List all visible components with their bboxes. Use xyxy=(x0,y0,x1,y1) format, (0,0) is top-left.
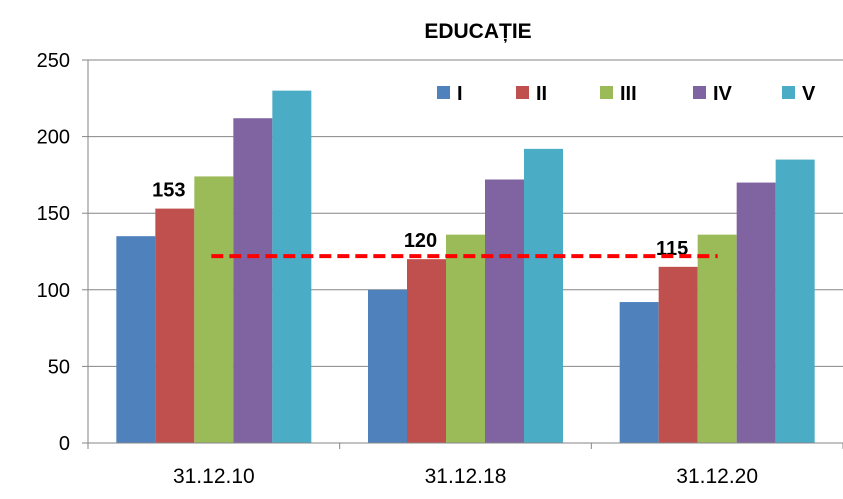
bar-ii-31.12.10 xyxy=(155,208,195,443)
chart-title: EDUCAȚIE xyxy=(424,20,531,43)
bar-i-31.12.10 xyxy=(116,236,156,443)
legend-label-iv: IV xyxy=(713,83,733,105)
x-tick-label: 31.12.20 xyxy=(676,465,758,488)
legend-swatch-v xyxy=(782,86,795,99)
data-label: 120 xyxy=(404,230,437,252)
legend-label-v: V xyxy=(802,83,816,105)
legend-swatch-iv xyxy=(693,86,706,99)
y-tick-label: 250 xyxy=(37,50,70,72)
legend-label-ii: II xyxy=(536,83,547,105)
bar-v-31.12.20 xyxy=(775,159,815,443)
bar-ii-31.12.20 xyxy=(658,266,698,443)
bar-iii-31.12.20 xyxy=(697,234,737,443)
bar-iii-31.12.10 xyxy=(194,176,234,443)
bar-v-31.12.18 xyxy=(524,148,563,443)
legend-swatch-ii xyxy=(516,86,529,99)
y-tick-label: 200 xyxy=(37,127,70,149)
bar-iv-31.12.18 xyxy=(485,179,524,443)
bar-iv-31.12.20 xyxy=(736,182,776,443)
bar-iv-31.12.10 xyxy=(233,118,273,443)
x-tick-label: 31.12.10 xyxy=(173,465,255,488)
y-tick-label: 0 xyxy=(59,433,70,455)
legend-swatch-iii xyxy=(600,86,613,99)
legend-label-i: I xyxy=(457,83,463,105)
bar-i-31.12.18 xyxy=(368,289,407,443)
legend-label-iii: III xyxy=(620,83,637,105)
axes: 0 50 100 150 200 250 31.12.10 31.12.18 31.12.20 xyxy=(37,50,843,488)
bar-v-31.12.10 xyxy=(272,90,312,443)
legend-swatch-i xyxy=(437,86,450,99)
bar-i-31.12.20 xyxy=(619,302,659,443)
legend: I II III IV V xyxy=(437,83,816,105)
bar-iii-31.12.18 xyxy=(446,234,485,443)
y-tick-label: 150 xyxy=(37,203,70,225)
x-tick-label: 31.12.18 xyxy=(425,465,507,488)
bar-ii-31.12.18 xyxy=(407,259,446,443)
y-tick-label: 50 xyxy=(48,356,70,378)
data-label: 153 xyxy=(152,180,185,202)
y-tick-label: 100 xyxy=(37,280,70,302)
bars xyxy=(116,90,815,443)
